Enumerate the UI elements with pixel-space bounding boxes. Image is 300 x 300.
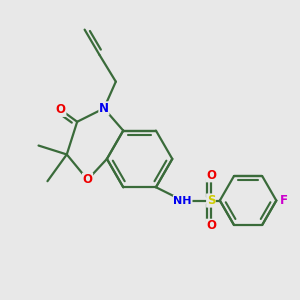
Text: S: S bbox=[207, 194, 215, 207]
Text: O: O bbox=[82, 173, 93, 186]
Text: NH: NH bbox=[173, 196, 192, 206]
Text: O: O bbox=[206, 219, 216, 232]
Text: O: O bbox=[206, 169, 216, 182]
Text: O: O bbox=[56, 103, 66, 116]
Text: N: N bbox=[99, 102, 109, 115]
Text: F: F bbox=[280, 194, 288, 207]
